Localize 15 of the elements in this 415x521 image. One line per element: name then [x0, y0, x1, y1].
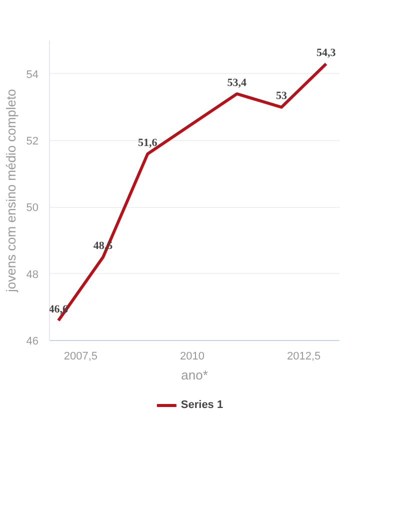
data-label: 51,6	[138, 136, 158, 149]
x-tick-label: 2012,5	[286, 350, 321, 362]
data-label: 53	[276, 90, 288, 102]
y-tick-label: 54	[26, 68, 39, 81]
y-tick-label: 50	[26, 202, 39, 214]
data-label: 54,3	[316, 46, 336, 59]
legend-label: Series 1	[180, 399, 224, 411]
x-axis-title: ano*	[181, 368, 208, 382]
data-label: 53,4	[227, 76, 248, 89]
y-tick-label: 46	[26, 336, 39, 348]
x-tick-label: 2010	[180, 350, 205, 362]
y-axis-title: jovens com ensino médio completo	[3, 88, 18, 294]
y-tick-label: 48	[26, 268, 39, 281]
x-tick-label: 2007,5	[64, 350, 98, 362]
y-tick-label: 52	[26, 136, 39, 148]
